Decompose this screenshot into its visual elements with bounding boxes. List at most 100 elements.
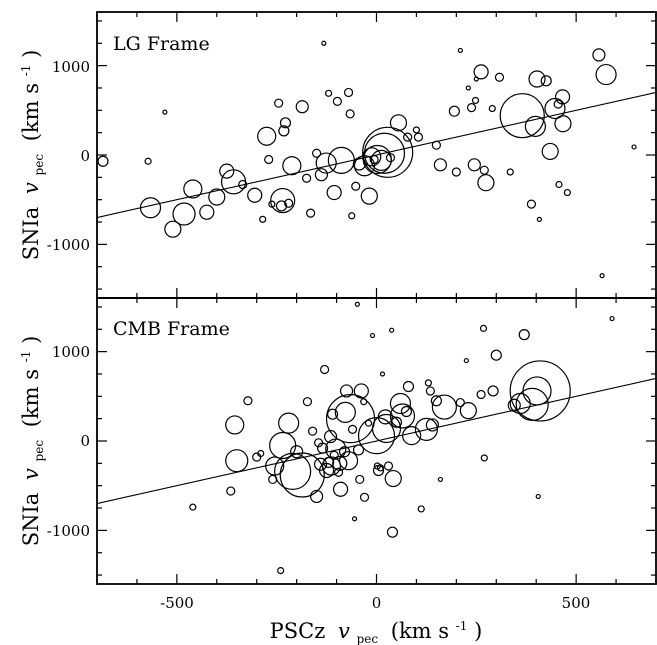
data-point-cmb-11	[278, 412, 300, 434]
data-point-cmb-25	[321, 456, 341, 476]
data-point-lg-30	[315, 152, 337, 174]
data-point-cmb-17	[310, 489, 324, 504]
data-point-cmb-37	[347, 424, 358, 434]
data-point-lg-37	[348, 212, 356, 220]
data-point-cmb-35	[338, 451, 359, 471]
data-point-lg-78	[555, 180, 563, 189]
data-point-lg-4	[164, 220, 182, 238]
data-point-lg-7	[199, 204, 215, 220]
data-point-cmb-5	[252, 452, 262, 462]
data-point-lg-46	[363, 132, 406, 174]
x-axis-label: PSCz v pec (km s -1 )	[270, 611, 483, 645]
data-point-cmb-84	[522, 376, 552, 406]
x-axis-label-close: )	[474, 619, 482, 643]
top-y-axis-label-sub: pec	[32, 154, 46, 176]
top-y-axis-label-exp: -1	[19, 65, 33, 77]
data-point-cmb-3	[225, 449, 249, 473]
top-y-axis-label-main: SNIa	[19, 207, 43, 261]
bottom-y-axis-label-sub: pec	[32, 440, 46, 462]
data-point-lg-82	[592, 48, 606, 62]
data-point-lg-32	[326, 184, 342, 201]
data-point-lg-83	[599, 273, 605, 279]
data-point-cmb-16	[308, 426, 318, 436]
data-point-cmb-29	[333, 467, 344, 477]
data-point-cmb-20	[316, 442, 329, 454]
data-point-cmb-12	[274, 452, 312, 490]
data-point-lg-80	[554, 115, 572, 133]
fit-line-cmb	[97, 377, 656, 505]
fit-line-lg	[97, 91, 656, 219]
data-point-lg-36	[345, 109, 355, 119]
data-point-lg-25	[302, 173, 312, 183]
data-point-lg-5	[172, 202, 196, 226]
data-point-lg-28	[314, 168, 328, 182]
data-point-cmb-51	[379, 371, 386, 377]
data-point-cmb-47	[357, 417, 396, 455]
data-point-lg-11	[238, 179, 248, 190]
data-point-cmb-85	[535, 493, 541, 500]
data-point-lg-59	[466, 103, 477, 113]
data-point-lg-43	[369, 154, 379, 165]
data-point-cmb-57	[384, 469, 402, 488]
data-point-cmb-13	[290, 445, 304, 459]
data-point-cmb-53	[371, 413, 402, 444]
data-point-cmb-69	[430, 395, 442, 407]
data-point-lg-12	[247, 187, 263, 203]
data-point-cmb-75	[476, 389, 486, 400]
data-point-cmb-44	[359, 492, 370, 502]
data-point-cmb-73	[463, 357, 469, 364]
data-point-lg-56	[451, 167, 461, 177]
bottom-y-axis-label-v: v	[19, 468, 43, 480]
data-point-cmb-63	[402, 426, 422, 446]
data-point-lg-23	[282, 156, 302, 176]
data-point-cmb-58	[390, 416, 403, 428]
chart-marks	[96, 12, 657, 584]
bottom-y-tick-label-0: 0	[80, 432, 90, 450]
data-point-cmb-19	[314, 457, 328, 471]
data-point-cmb-78	[487, 385, 499, 397]
data-point-lg-70	[526, 199, 537, 209]
data-point-lg-14	[257, 126, 277, 146]
data-point-lg-21	[279, 117, 292, 129]
data-point-cmb-68	[425, 418, 439, 432]
data-point-cmb-2	[225, 415, 245, 435]
data-point-lg-58	[465, 85, 471, 91]
data-point-cmb-55	[389, 327, 395, 333]
data-point-cmb-33	[334, 401, 356, 423]
data-point-cmb-72	[455, 397, 465, 408]
x-axis-label-v: v	[338, 619, 350, 643]
data-point-lg-8	[208, 188, 226, 206]
data-point-cmb-38	[351, 516, 358, 522]
data-point-cmb-45	[364, 419, 373, 427]
x-tick-label-neg500: -500	[160, 594, 194, 612]
data-point-lg-69	[499, 93, 545, 139]
bottom-y-tick-label-neg1000: -1000	[47, 522, 90, 540]
data-point-lg-66	[488, 104, 496, 113]
x-tick-label-0: 0	[372, 594, 382, 612]
data-point-cmb-40	[352, 444, 365, 456]
data-point-lg-31	[324, 89, 333, 97]
data-point-cmb-70	[437, 476, 443, 483]
data-point-cmb-41	[355, 474, 365, 485]
data-point-cmb-28	[325, 438, 347, 460]
data-point-cmb-39	[354, 301, 360, 307]
data-point-lg-47	[362, 126, 414, 178]
data-point-cmb-0	[189, 503, 197, 511]
data-point-lg-57	[457, 47, 463, 54]
panel-label-lg-frame: LG Frame	[113, 33, 210, 55]
data-point-cmb-36	[325, 394, 376, 444]
data-point-lg-26	[306, 208, 316, 218]
data-point-cmb-67	[425, 386, 436, 396]
data-point-lg-35	[343, 87, 354, 98]
data-point-lg-3	[139, 197, 162, 219]
data-point-cmb-1	[226, 486, 236, 496]
top-y-tick-label-0: 0	[80, 147, 90, 165]
data-point-lg-27	[312, 148, 322, 158]
data-point-lg-67	[494, 72, 505, 82]
data-point-cmb-60	[389, 403, 416, 429]
x-axis-label-exp: -1	[456, 619, 468, 633]
data-point-lg-73	[536, 216, 543, 222]
data-point-cmb-65	[414, 417, 439, 441]
data-point-lg-75	[541, 142, 559, 161]
data-point-cmb-26	[326, 408, 339, 420]
